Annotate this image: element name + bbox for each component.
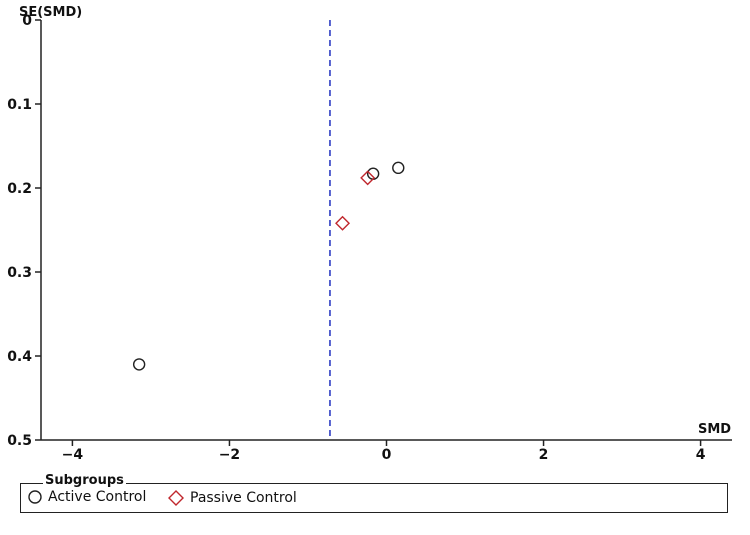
y-tick-label: 0.5: [7, 433, 32, 449]
x-tick-label: 2: [539, 447, 549, 463]
y-tick-label: 0.4: [7, 349, 32, 365]
legend-item-passive-control: Passive Control: [167, 489, 297, 507]
y-axis-ticks: 0 0.1 0.2 0.3 0.4 0.5: [7, 13, 41, 449]
legend-title: Subgroups: [43, 473, 126, 488]
active-control-point: [392, 161, 405, 175]
x-tick-label: −4: [62, 447, 84, 463]
legend-label-active-control: Active Control: [48, 489, 147, 505]
x-axis-ticks: −4 −2 0 2 4: [62, 440, 706, 463]
y-tick-label: 0.1: [7, 97, 32, 113]
passive-control-point: [335, 215, 351, 231]
y-tick-label: 0: [22, 13, 32, 29]
legend-box: Subgroups Active Control Passive Control: [20, 473, 728, 513]
x-axis-title: SMD: [698, 422, 731, 437]
y-tick-label: 0.2: [7, 181, 32, 197]
y-axis-title: SE(SMD): [19, 5, 82, 20]
x-tick-label: 0: [382, 447, 392, 463]
passive-control-point: [360, 170, 376, 186]
data-points: [132, 161, 405, 371]
active-control-point: [132, 358, 146, 371]
diamond-marker-icon: [168, 490, 184, 506]
legend-label-passive-control: Passive Control: [190, 490, 297, 506]
circle-marker-icon: [28, 490, 42, 504]
legend-item-active-control: Active Control: [27, 489, 146, 505]
x-tick-label: 4: [696, 447, 706, 463]
y-tick-label: 0.3: [7, 265, 32, 281]
x-tick-label: −2: [219, 447, 240, 463]
